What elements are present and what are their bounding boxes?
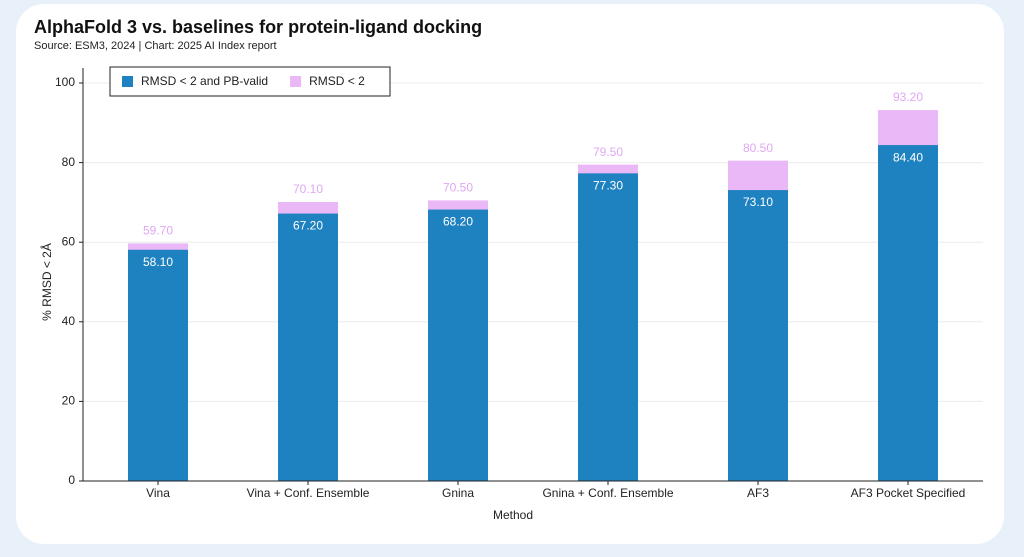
bar xyxy=(128,249,188,481)
value-label: 67.20 xyxy=(293,219,323,233)
value-label: 84.40 xyxy=(893,150,923,164)
bar xyxy=(728,190,788,481)
bar xyxy=(428,209,488,481)
value-label: 80.50 xyxy=(743,141,773,155)
x-tick-label: AF3 xyxy=(747,486,769,500)
x-tick-label: Gnina xyxy=(442,486,474,500)
y-axis-label: % RMSD < 2Å xyxy=(39,243,54,321)
x-tick-label: Vina xyxy=(146,486,170,500)
y-tick-label: 0 xyxy=(68,473,75,487)
y-tick-label: 60 xyxy=(62,234,76,248)
value-label: 68.20 xyxy=(443,215,473,229)
legend-label: RMSD < 2 xyxy=(309,74,365,88)
y-tick-label: 40 xyxy=(62,314,76,328)
y-tick-label: 80 xyxy=(62,155,76,169)
x-tick-label: Gnina + Conf. Ensemble xyxy=(542,486,673,500)
y-tick-label: 100 xyxy=(55,75,75,89)
legend-box xyxy=(109,66,391,97)
chart-title: AlphaFold 3 vs. baselines for protein-li… xyxy=(34,17,482,37)
y-tick-label: 20 xyxy=(62,394,76,408)
value-label: 58.10 xyxy=(143,255,173,269)
bar xyxy=(278,213,338,481)
value-label: 59.70 xyxy=(143,224,173,238)
legend-swatch xyxy=(290,76,302,87)
legend-swatch xyxy=(122,76,133,87)
value-label: 77.30 xyxy=(593,179,623,193)
value-label: 70.50 xyxy=(443,181,473,195)
value-label: 73.10 xyxy=(743,195,773,209)
chart-subtitle: Source: ESM3, 2024 | Chart: 2025 AI Inde… xyxy=(34,40,277,52)
x-axis-label: Method xyxy=(493,508,533,522)
value-label: 93.20 xyxy=(893,90,923,104)
value-label: 79.50 xyxy=(593,145,623,159)
value-label: 70.10 xyxy=(293,182,323,196)
legend-label: RMSD < 2 and PB-valid xyxy=(141,74,268,88)
x-tick-label: AF3 Pocket Specified xyxy=(851,486,966,500)
bar xyxy=(578,173,638,481)
x-tick-label: Vina + Conf. Ensemble xyxy=(247,486,370,500)
bar xyxy=(878,145,938,481)
